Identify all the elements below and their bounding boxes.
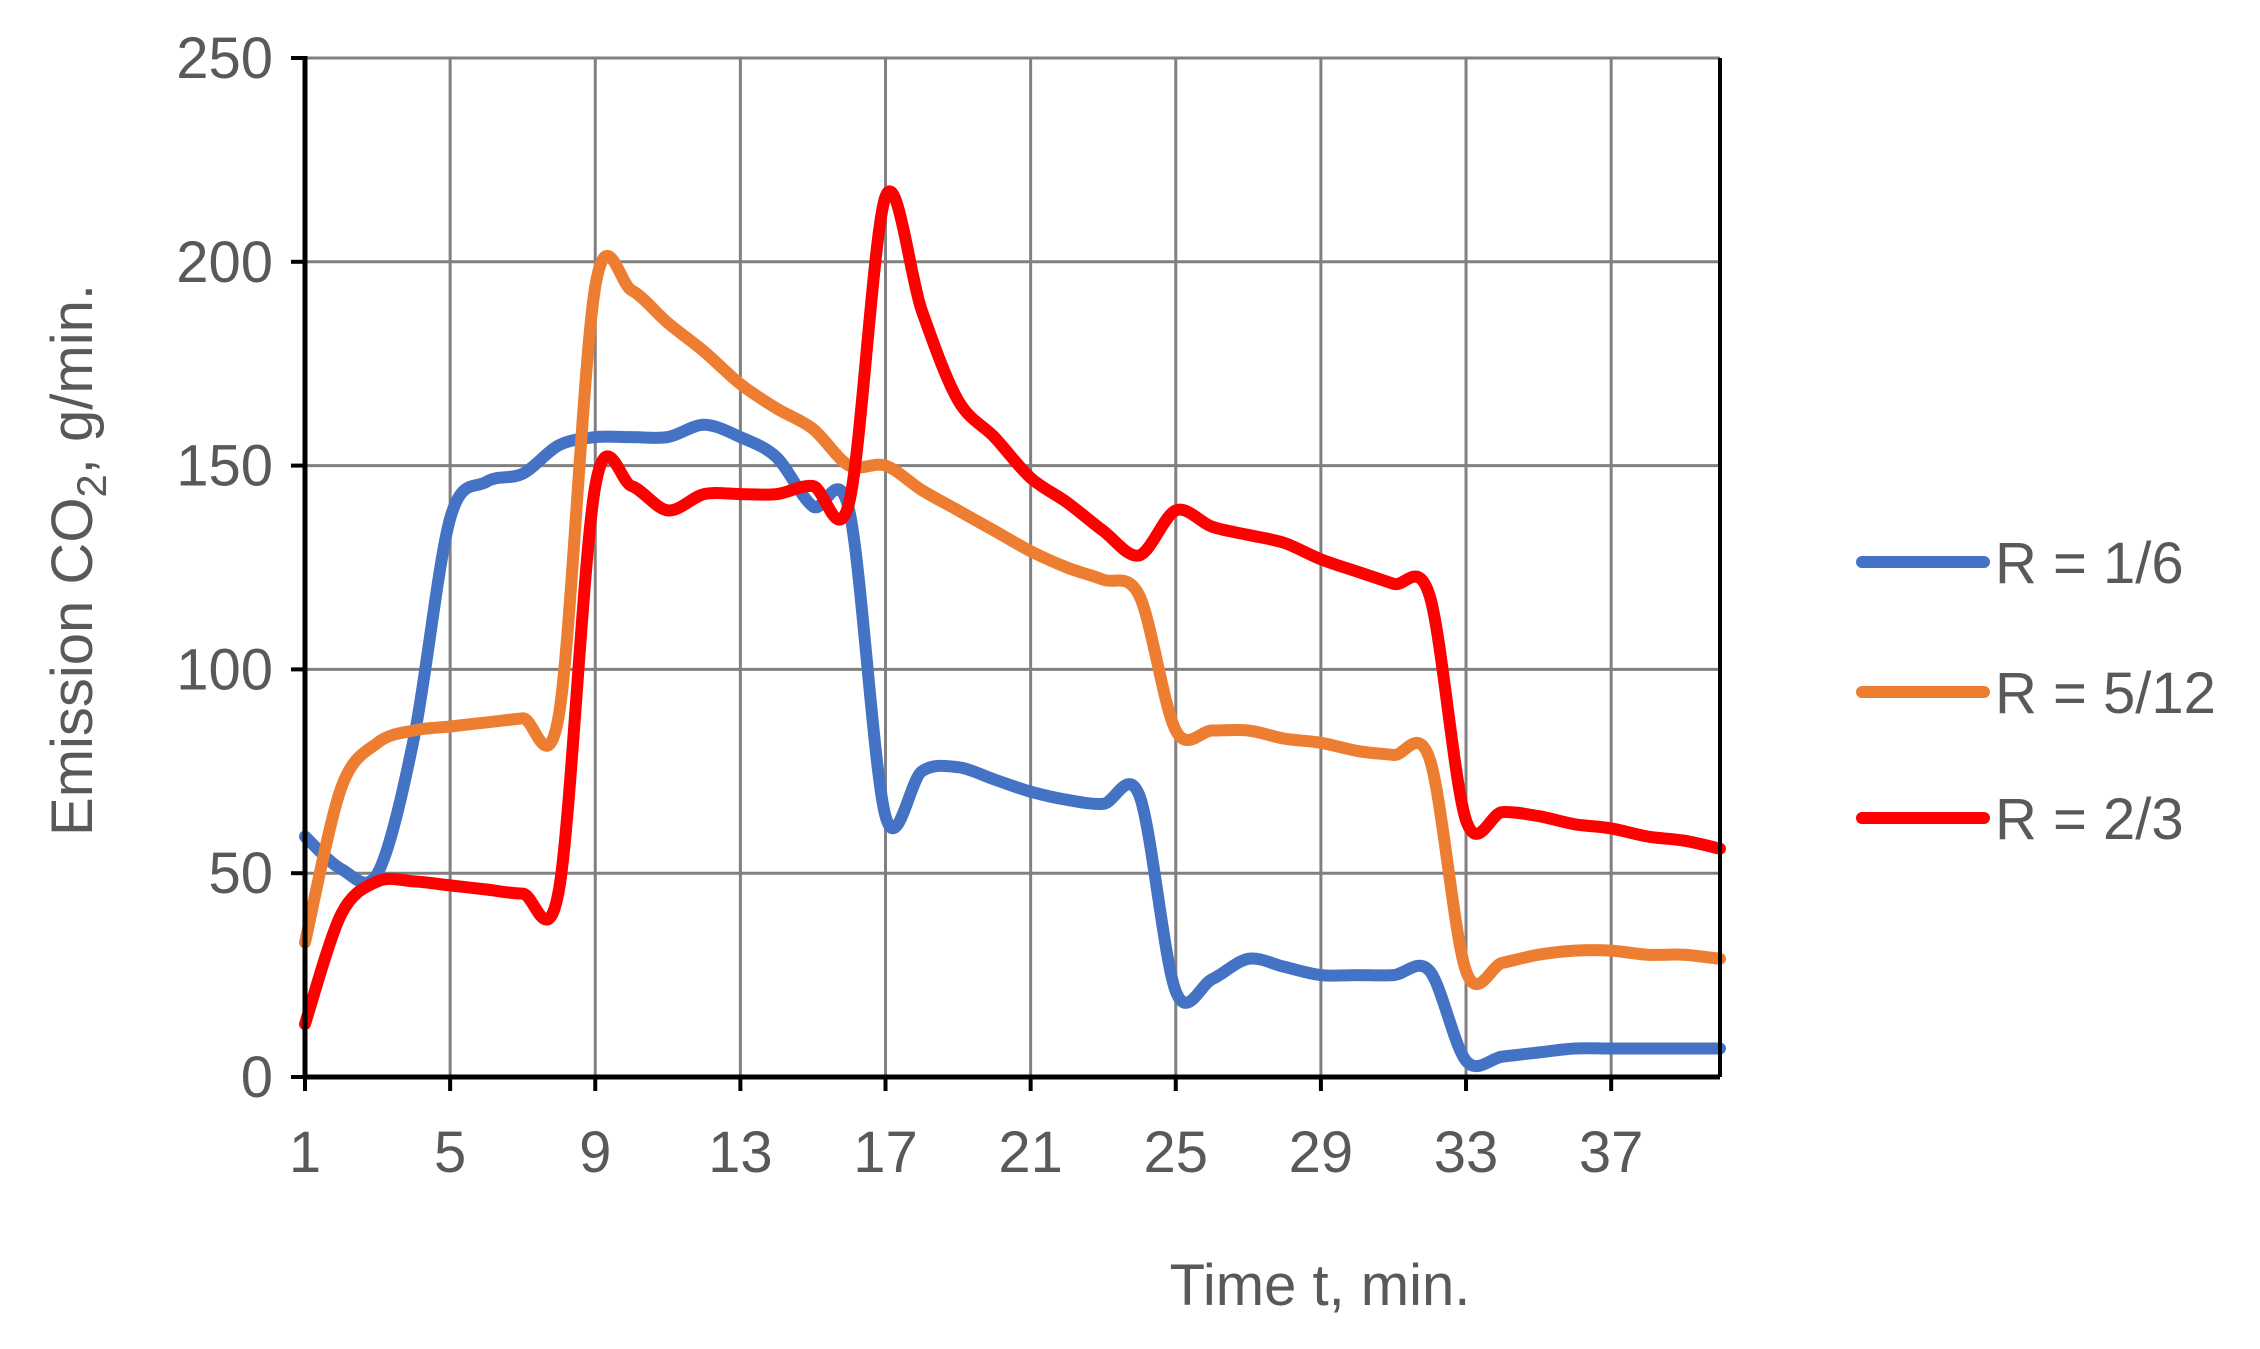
legend-label-r-2-3: R = 2/3: [1995, 787, 2184, 852]
y-tick-label: 0: [241, 1045, 273, 1110]
x-tick-label: 9: [579, 1120, 611, 1185]
y-tick-labels: 0 50 100 150 200 250: [176, 26, 273, 1110]
y-axis-title: Emission CO2, g/min.: [40, 284, 115, 836]
x-tick-label: 37: [1579, 1120, 1644, 1185]
x-tick-label: 25: [1144, 1120, 1209, 1185]
x-tick-label: 29: [1289, 1120, 1354, 1185]
x-tick-label: 21: [998, 1120, 1063, 1185]
series-line-r-5-12: [299, 250, 1726, 990]
legend-label-r-5-12: R = 5/12: [1995, 661, 2216, 726]
legend: R = 1/6 R = 5/12 R = 2/3: [1856, 531, 2216, 852]
x-tick-label: 17: [853, 1120, 918, 1185]
x-tick-label: 13: [708, 1120, 773, 1185]
y-tick-label: 200: [176, 230, 273, 295]
y-tick-label: 50: [208, 841, 273, 906]
series-line-r-1-6: [299, 418, 1726, 1073]
y-tick-label: 250: [176, 26, 273, 91]
x-axis-title: Time t, min.: [1170, 1253, 1471, 1318]
series-line-r-2-3: [299, 185, 1726, 1030]
x-tick-labels: 1 5 9 13 17 21 25 29 33 37: [289, 1120, 1644, 1185]
y-tick-label: 150: [176, 434, 273, 499]
legend-label-r-1-6: R = 1/6: [1995, 531, 2184, 596]
y-tick-label: 100: [176, 637, 273, 702]
grid: [305, 56, 1722, 1077]
x-tick-label: 5: [434, 1120, 466, 1185]
x-tick-label: 1: [289, 1120, 321, 1185]
axes: [291, 56, 1722, 1091]
x-tick-label: 33: [1434, 1120, 1499, 1185]
y-axis-title-tail: , g/min.: [40, 284, 105, 474]
y-axis-title-main: Emission CO: [40, 498, 105, 836]
series-lines: [299, 185, 1726, 1073]
y-axis-title-subscript: 2: [68, 474, 115, 497]
